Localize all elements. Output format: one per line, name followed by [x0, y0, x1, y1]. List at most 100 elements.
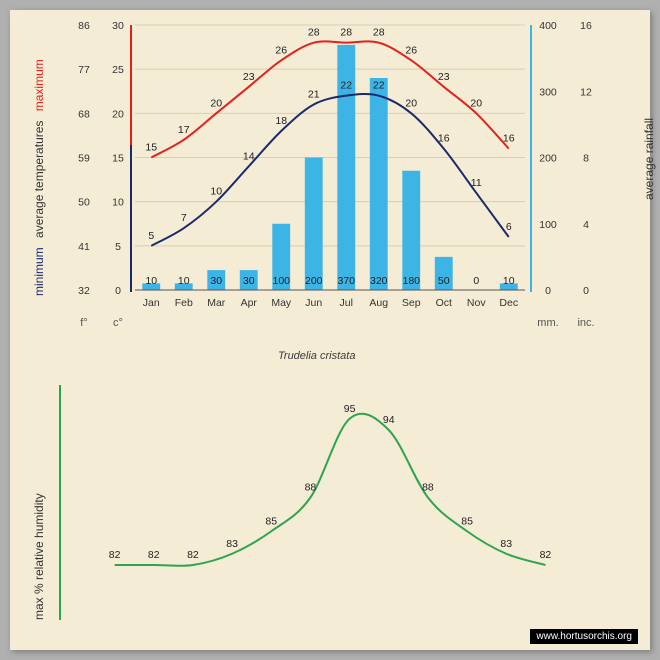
svg-text:95: 95: [344, 403, 356, 415]
svg-text:16: 16: [503, 133, 515, 145]
svg-text:15: 15: [145, 142, 157, 154]
svg-text:77: 77: [78, 64, 90, 76]
svg-text:16: 16: [438, 133, 450, 145]
paper-panel: minimum average temperatures maximum ave…: [10, 10, 650, 650]
svg-text:22: 22: [340, 80, 352, 92]
svg-text:28: 28: [373, 27, 385, 39]
svg-text:30: 30: [112, 20, 124, 32]
svg-text:200: 200: [305, 275, 323, 287]
svg-text:12: 12: [580, 86, 592, 98]
svg-text:83: 83: [500, 538, 512, 550]
svg-text:82: 82: [187, 549, 199, 561]
svg-text:c°: c°: [113, 317, 123, 329]
svg-text:0: 0: [583, 285, 589, 297]
svg-text:10: 10: [145, 275, 157, 287]
svg-text:85: 85: [461, 515, 473, 527]
svg-text:16: 16: [580, 20, 592, 32]
humidity-chart: 82 82 82 83 85 88 95 94 88 85 83 82: [50, 375, 610, 630]
svg-text:10: 10: [112, 197, 124, 209]
svg-text:26: 26: [405, 44, 417, 56]
svg-text:400: 400: [539, 20, 557, 32]
label-minimum: minimum: [32, 247, 46, 296]
svg-text:10: 10: [178, 275, 190, 287]
svg-text:82: 82: [148, 549, 160, 561]
svg-text:f°: f°: [80, 317, 87, 329]
svg-text:20: 20: [112, 108, 124, 120]
svg-text:20: 20: [470, 97, 482, 109]
svg-text:10: 10: [503, 275, 515, 287]
svg-text:180: 180: [402, 275, 420, 287]
svg-text:5: 5: [115, 241, 121, 253]
svg-text:88: 88: [305, 482, 317, 494]
svg-text:86: 86: [78, 20, 90, 32]
svg-text:320: 320: [370, 275, 388, 287]
svg-text:25: 25: [112, 64, 124, 76]
watermark: www.hortusorchis.org: [530, 629, 638, 644]
svg-text:Mar: Mar: [207, 297, 226, 309]
svg-text:23: 23: [438, 71, 450, 83]
frame: minimum average temperatures maximum ave…: [0, 0, 660, 660]
label-avg-temps: average temperatures: [32, 121, 46, 238]
svg-text:300: 300: [539, 86, 557, 98]
svg-text:41: 41: [78, 241, 90, 253]
svg-text:28: 28: [308, 27, 320, 39]
vlabel-temp-group: minimum average temperatures maximum: [32, 59, 46, 296]
svg-text:20: 20: [210, 97, 222, 109]
svg-text:14: 14: [243, 150, 255, 162]
svg-text:18: 18: [275, 115, 287, 127]
svg-text:Feb: Feb: [175, 297, 193, 309]
svg-text:21: 21: [308, 89, 320, 101]
svg-text:82: 82: [109, 549, 121, 561]
svg-text:11: 11: [471, 177, 482, 189]
svg-text:50: 50: [438, 275, 450, 287]
humidity-svg: 82 82 82 83 85 88 95 94 88 85 83 82: [50, 375, 610, 630]
svg-text:82: 82: [540, 549, 552, 561]
vlabel-humidity: max % relative humidity: [32, 493, 46, 620]
svg-text:0: 0: [545, 285, 551, 297]
svg-text:370: 370: [337, 275, 355, 287]
svg-text:Jan: Jan: [143, 297, 160, 309]
svg-text:Jun: Jun: [305, 297, 322, 309]
svg-text:20: 20: [405, 97, 417, 109]
climate-svg: 1010303010020037032018050010571014182122…: [50, 10, 610, 330]
climate-chart: 1010303010020037032018050010571014182122…: [50, 10, 610, 330]
svg-text:Dec: Dec: [499, 297, 518, 309]
vlabel-rainfall: average rainfall: [642, 118, 656, 200]
svg-text:10: 10: [210, 186, 222, 198]
svg-text:5: 5: [148, 230, 154, 242]
species-caption: Trudelia cristata: [278, 350, 355, 362]
svg-text:28: 28: [340, 27, 352, 39]
svg-text:8: 8: [583, 153, 589, 165]
svg-text:32: 32: [78, 285, 90, 297]
svg-text:4: 4: [583, 219, 589, 231]
svg-text:59: 59: [78, 153, 90, 165]
svg-text:Apr: Apr: [241, 297, 258, 309]
svg-text:23: 23: [243, 71, 255, 83]
svg-text:15: 15: [112, 153, 124, 165]
svg-text:30: 30: [243, 275, 255, 287]
svg-text:Sep: Sep: [402, 297, 421, 309]
svg-text:6: 6: [506, 221, 512, 233]
label-maximum: maximum: [32, 59, 46, 111]
svg-text:Aug: Aug: [369, 297, 388, 309]
svg-text:0: 0: [473, 275, 479, 287]
svg-text:26: 26: [275, 44, 287, 56]
svg-text:mm.: mm.: [537, 317, 558, 329]
svg-text:50: 50: [78, 197, 90, 209]
svg-text:200: 200: [539, 153, 557, 165]
svg-text:68: 68: [78, 108, 90, 120]
svg-text:30: 30: [210, 275, 222, 287]
svg-text:7: 7: [181, 212, 187, 224]
svg-text:85: 85: [265, 515, 277, 527]
svg-text:83: 83: [226, 538, 238, 550]
svg-text:94: 94: [383, 414, 395, 426]
svg-text:88: 88: [422, 482, 434, 494]
svg-text:Jul: Jul: [340, 297, 353, 309]
svg-text:0: 0: [115, 285, 121, 297]
svg-text:17: 17: [178, 124, 190, 136]
svg-text:Nov: Nov: [467, 297, 486, 309]
svg-text:22: 22: [373, 80, 385, 92]
svg-text:inc.: inc.: [577, 317, 594, 329]
svg-text:100: 100: [539, 219, 557, 231]
svg-text:Oct: Oct: [436, 297, 452, 309]
